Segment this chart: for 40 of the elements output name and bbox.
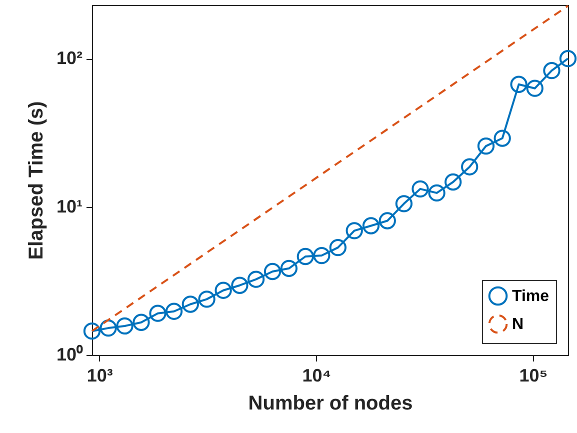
y-tick-label: 10⁰ bbox=[56, 344, 84, 364]
x-tick-label: 10³ bbox=[86, 366, 113, 386]
y-axis-title: Elapsed Time (s) bbox=[25, 101, 48, 260]
point bbox=[510, 76, 528, 93]
point bbox=[214, 282, 232, 299]
point bbox=[346, 222, 363, 240]
legend-label: Time bbox=[512, 288, 550, 305]
point bbox=[247, 270, 265, 288]
point bbox=[231, 276, 248, 294]
x-tick-label: 10⁵ bbox=[519, 366, 548, 386]
point bbox=[100, 319, 117, 337]
point bbox=[264, 262, 282, 280]
point bbox=[477, 137, 495, 155]
legend-label: N bbox=[512, 316, 524, 333]
point bbox=[329, 238, 347, 256]
point bbox=[543, 62, 560, 80]
point bbox=[494, 130, 511, 147]
point bbox=[412, 180, 429, 198]
y-tick-label: 10² bbox=[56, 48, 83, 68]
point bbox=[182, 296, 199, 313]
point bbox=[461, 158, 478, 176]
point bbox=[526, 80, 544, 97]
point bbox=[428, 184, 446, 202]
x-tick-label: 10⁴ bbox=[302, 366, 332, 386]
point bbox=[313, 246, 330, 264]
x-axis-title: Number of nodes bbox=[248, 392, 413, 414]
point bbox=[559, 50, 577, 68]
point bbox=[83, 322, 101, 340]
point bbox=[132, 314, 150, 331]
y-tick-label: 10¹ bbox=[56, 196, 83, 216]
point bbox=[198, 290, 216, 308]
point bbox=[116, 317, 134, 335]
point bbox=[280, 260, 298, 277]
point bbox=[296, 248, 314, 266]
point bbox=[362, 217, 380, 234]
point bbox=[444, 173, 462, 191]
point bbox=[165, 302, 183, 320]
point bbox=[378, 212, 396, 230]
point bbox=[395, 195, 413, 212]
point bbox=[149, 304, 166, 322]
